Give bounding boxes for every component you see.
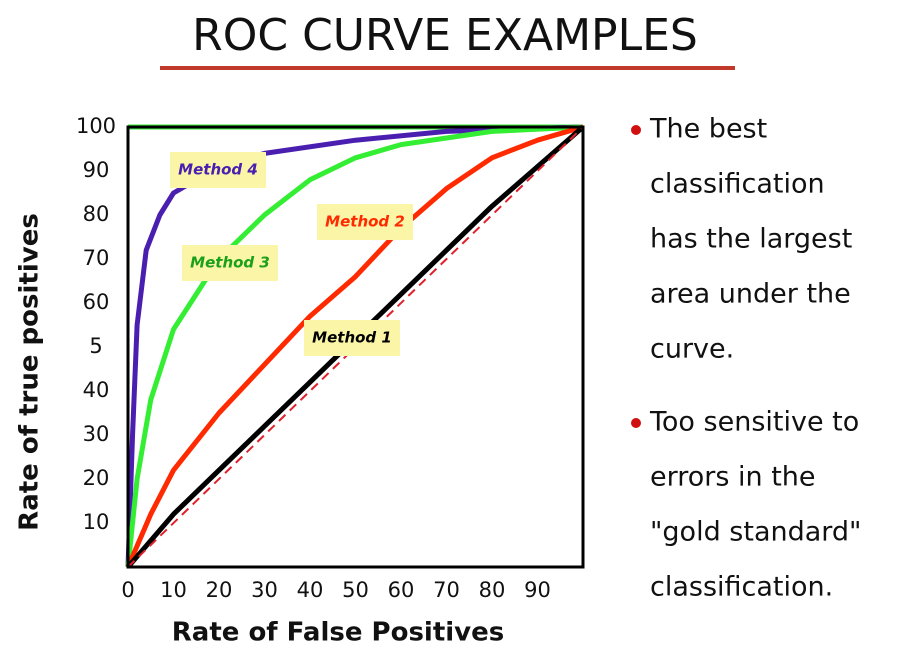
y-tick-label: 80 <box>83 202 110 226</box>
y-tick-label: 90 <box>83 158 110 182</box>
roc-curve <box>125 124 584 568</box>
roc-curve <box>125 124 584 568</box>
curve-label-box <box>182 245 278 281</box>
y-tick-label: 5 <box>89 334 102 358</box>
x-tick-label: 20 <box>206 578 233 602</box>
curve-label: Method 1 <box>312 329 392 347</box>
chart-title: ROC CURVE EXAMPLES <box>192 10 698 61</box>
x-tick-label: 0 <box>121 578 134 602</box>
y-tick-label: 40 <box>83 378 110 402</box>
note-line: Too sensitive to <box>649 407 859 438</box>
note-line: curve. <box>650 334 734 365</box>
note-line: "gold standard" <box>650 517 861 548</box>
roc-curve <box>125 124 584 568</box>
note-line: has the largest <box>650 224 852 255</box>
curve-label-box <box>170 152 266 188</box>
plot-frame <box>126 125 585 569</box>
y-tick-label: 100 <box>76 114 116 138</box>
bullet <box>631 125 641 135</box>
x-tick-label: 90 <box>524 578 551 602</box>
y-tick-label: 10 <box>83 510 110 534</box>
y-tick-label: 30 <box>83 422 110 446</box>
bullet <box>631 418 641 428</box>
x-tick-label: 70 <box>433 578 460 602</box>
curve-label: Method 3 <box>190 254 270 272</box>
note-line: errors in the <box>650 462 816 493</box>
curve-label: Method 2 <box>325 213 405 231</box>
curve-label-box <box>317 204 413 240</box>
x-tick-label: 40 <box>297 578 324 602</box>
x-axis-label: Rate of False Positives <box>172 618 504 648</box>
y-tick-label: 60 <box>83 290 110 314</box>
x-tick-label: 50 <box>342 578 369 602</box>
y-tick-label: 70 <box>83 246 110 270</box>
curve-label: Method 4 <box>178 161 258 179</box>
note-line: The best <box>649 114 767 145</box>
x-tick-label: 60 <box>388 578 415 602</box>
note-line: area under the <box>650 279 851 310</box>
x-tick-label: 10 <box>160 578 187 602</box>
note-line: classification. <box>650 572 833 603</box>
x-tick-label: 30 <box>251 578 278 602</box>
y-tick-label: 20 <box>83 466 110 490</box>
x-tick-label: 80 <box>479 578 506 602</box>
note-line: classification <box>650 169 825 200</box>
curve-label-box <box>304 320 400 356</box>
y-axis-label: Rate of true positives <box>15 213 45 531</box>
